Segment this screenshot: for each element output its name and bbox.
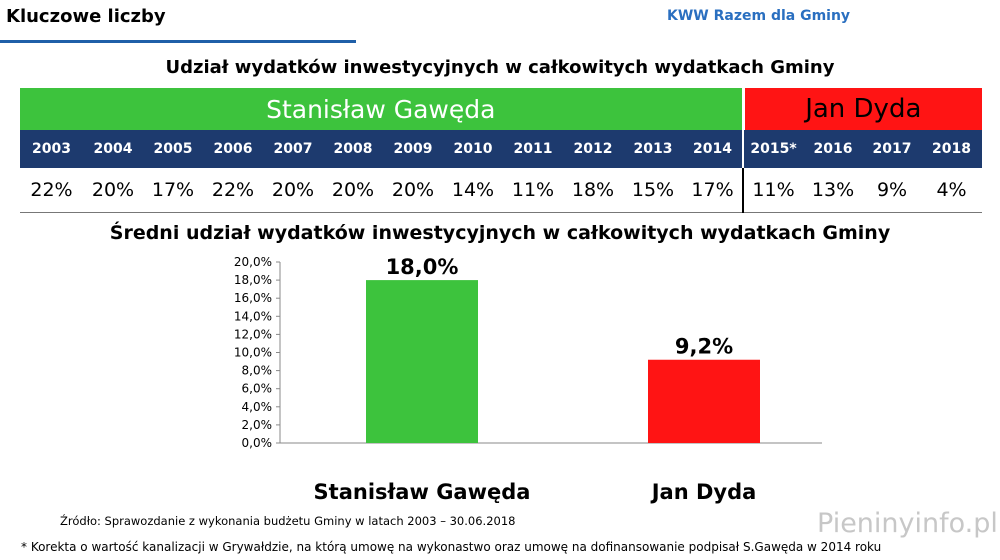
y-tick-label: 6,0%: [242, 382, 273, 396]
y-tick-label: 18,0%: [234, 273, 272, 287]
year-cell: 2014: [683, 130, 744, 168]
year-cell: 2011: [503, 130, 563, 168]
year-cell: 2013: [623, 130, 683, 168]
x-category-label: Stanisław Gawęda: [314, 480, 531, 504]
y-tick-label: 20,0%: [234, 255, 272, 269]
year-cell: 2017: [863, 130, 922, 168]
bar-value-label: 18,0%: [386, 255, 459, 279]
y-tick-label: 16,0%: [234, 291, 272, 305]
candidate-header-dyda: Jan Dyda: [743, 88, 983, 130]
year-cell: 2015*: [742, 130, 804, 168]
year-cell: 2004: [83, 130, 143, 168]
share-value-cell: 4%: [921, 168, 983, 213]
share-value-cell: 20%: [83, 168, 143, 213]
watermark: Pieninyinfo.pl: [817, 508, 998, 539]
yearly-share-table: Stanisław Gawęda Jan Dyda 2003 2004 2005 20…: [20, 88, 983, 213]
x-category-label: Jan Dyda: [650, 480, 757, 504]
bar: [648, 359, 760, 443]
year-cell: 2018: [921, 130, 983, 168]
bar-value-label: 9,2%: [675, 335, 733, 359]
brand-label: KWW Razem dla Gminy: [667, 8, 851, 24]
year-cell: 2012: [563, 130, 623, 168]
table-title: Udział wydatków inwestycyjnych w całkowi…: [165, 57, 835, 78]
year-cell: 2009: [383, 130, 443, 168]
share-value-cell: 22%: [20, 168, 83, 213]
share-value-cell: 13%: [803, 168, 864, 213]
header-underline: [0, 40, 356, 43]
share-value-cell: 11%: [503, 168, 563, 213]
share-value-cell: 20%: [383, 168, 443, 213]
share-value-cell: 11%: [742, 168, 804, 213]
share-value-cell: 14%: [443, 168, 503, 213]
y-tick-label: 8,0%: [242, 364, 273, 378]
year-cell: 2008: [323, 130, 383, 168]
year-cell: 2010: [443, 130, 503, 168]
share-value-cell: 20%: [323, 168, 383, 213]
value-row: 22% 20% 17% 22% 20% 20% 20% 14% 11% 18% 15% 17% 11% 1…: [20, 168, 983, 213]
year-cell: 2007: [263, 130, 323, 168]
y-tick-label: 4,0%: [242, 400, 273, 414]
y-tick-label: 2,0%: [242, 418, 273, 432]
year-cell: 2016: [803, 130, 864, 168]
share-value-cell: 18%: [563, 168, 623, 213]
page-header-title: Kluczowe liczby: [6, 6, 166, 27]
year-cell: 2005: [143, 130, 203, 168]
year-cell: 2003: [20, 130, 83, 168]
share-value-cell: 20%: [263, 168, 323, 213]
source-note: Źródło: Sprawozdanie z wykonania budżetu…: [60, 514, 516, 528]
share-value-cell: 9%: [863, 168, 922, 213]
share-value-cell: 22%: [203, 168, 263, 213]
y-tick-label: 12,0%: [234, 327, 272, 341]
footnote: * Korekta o wartość kanalizacji w Grywał…: [21, 540, 882, 554]
candidate-header-gaweda: Stanisław Gawęda: [20, 88, 745, 130]
y-tick-label: 10,0%: [234, 346, 272, 360]
y-tick-label: 14,0%: [234, 309, 272, 323]
share-value-cell: 17%: [683, 168, 744, 213]
share-value-cell: 17%: [143, 168, 203, 213]
bar: [366, 280, 478, 443]
share-value-cell: 15%: [623, 168, 683, 213]
year-row: 2003 2004 2005 2006 2007 2008 2009 2010 2011 2012…: [20, 130, 983, 168]
y-tick-label: 0,0%: [242, 436, 273, 450]
chart-title: Średni udział wydatków inwestycyjnych w …: [109, 222, 891, 244]
year-cell: 2006: [203, 130, 263, 168]
